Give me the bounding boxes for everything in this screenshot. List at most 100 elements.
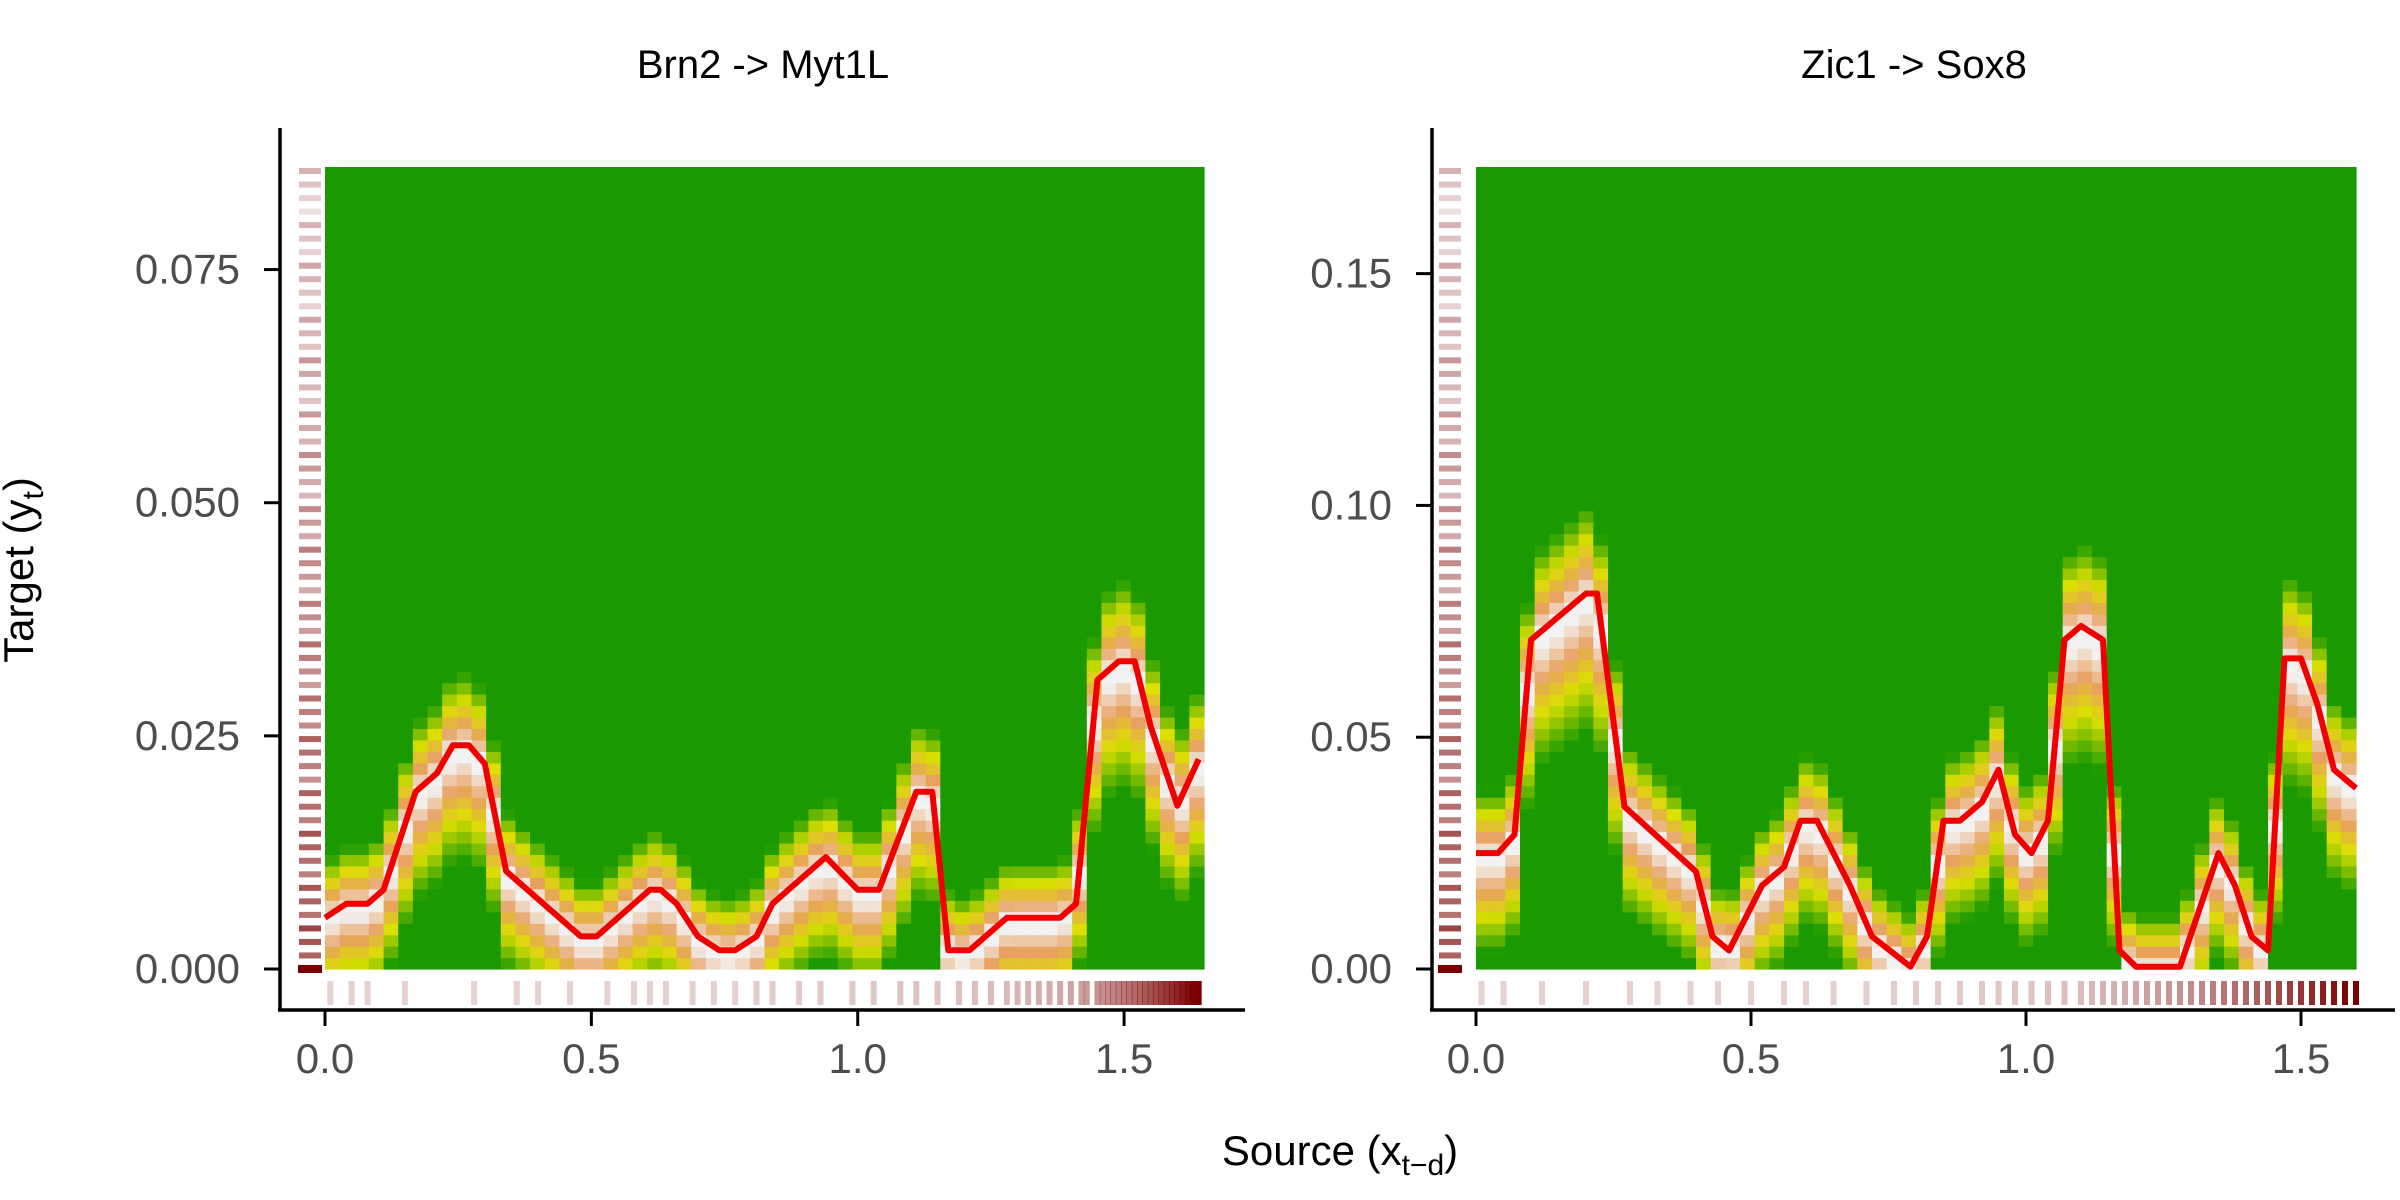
heatmap-cell [456,315,473,328]
heatmap-cell [661,842,678,856]
heatmap-cell [676,281,692,294]
heatmap-cell [1520,831,1536,844]
heatmap-cell [1490,923,1506,936]
heatmap-cell [647,189,663,202]
heatmap-cell [793,533,810,546]
heatmap-cell [808,522,824,535]
heatmap-cell [925,201,941,214]
heatmap-cell [837,739,853,752]
heatmap-cell [720,499,736,512]
heatmap-cell [325,258,341,271]
heatmap-cell [1549,338,1565,351]
heatmap-cell [1086,361,1103,374]
heatmap-cell [1013,396,1029,409]
heatmap-cell [852,167,868,180]
heatmap-cell [1057,189,1073,202]
heatmap-cell [354,865,370,878]
heatmap-cell [412,304,429,317]
heatmap-cell [661,350,678,363]
heatmap-cell [1042,270,1059,283]
heatmap-cell [574,224,590,237]
heatmap-cell [442,613,458,626]
heatmap-cell [881,625,897,638]
heatmap-cell [339,625,355,638]
heatmap-cell [398,464,414,477]
heatmap-cell [691,648,707,661]
heatmap-cell [1564,636,1580,649]
heatmap-cell [911,201,927,214]
x-rug-tick [1137,981,1144,1005]
heatmap-cell [427,201,443,214]
heatmap-cell [398,441,414,455]
heatmap-cell [705,178,722,191]
heatmap-cell [661,625,678,638]
heatmap-cell [749,464,766,477]
heatmap-cell [412,384,429,397]
heatmap-cell [984,453,1000,466]
heatmap-cell [427,579,443,592]
heatmap-cell [325,315,341,328]
heatmap-cell [984,419,1000,432]
heatmap-cell [383,373,399,386]
heatmap-cell [1549,212,1565,225]
heatmap-cell [1145,487,1161,500]
heatmap-cell [486,293,502,306]
heatmap-cell [969,682,985,695]
heatmap-cell [647,338,663,351]
heatmap-cell [1072,613,1088,626]
heatmap-cell [1072,464,1088,477]
heatmap-cell [779,453,795,466]
heatmap-cell [1116,568,1132,581]
heatmap-cell [940,189,956,202]
heatmap-cell [1476,636,1492,649]
heatmap-cell [544,579,560,592]
heatmap-cell [837,201,853,214]
heatmap-cell [339,430,355,443]
heatmap-cell [1145,178,1161,191]
heatmap-cell [1116,212,1132,225]
heatmap-cell [925,659,941,672]
heatmap-cell [881,739,897,752]
heatmap-cell [1564,694,1580,707]
heatmap-cell [427,476,443,489]
heatmap-cell [412,808,429,821]
heatmap-cell [1042,877,1059,890]
heatmap-cell [1057,247,1073,260]
heatmap-cell [1116,315,1132,328]
heatmap-cell [779,716,795,729]
heatmap-cell [1593,705,1609,718]
heatmap-cell [1160,201,1176,214]
heatmap-cell [1042,224,1059,237]
heatmap-cell [1013,797,1029,810]
heatmap-cell [1534,235,1550,248]
heatmap-cell [1534,464,1550,477]
heatmap-cell [1520,441,1536,455]
heatmap-cell [427,350,443,363]
heatmap-cell [764,613,780,626]
heatmap-cell [735,648,751,661]
heatmap-cell [1042,258,1059,271]
heatmap-cell [471,694,487,707]
heatmap-cell [398,373,414,386]
heatmap-cell [793,682,810,695]
heatmap-cell [544,247,560,260]
heatmap-cell [661,533,678,546]
heatmap-cell [867,247,883,260]
heatmap-cell [515,785,531,798]
heatmap-cell [1028,224,1044,237]
heatmap-cell [398,682,414,695]
heatmap-cell [1593,545,1609,558]
heatmap-cell [911,258,927,271]
heatmap-cell [486,327,502,340]
heatmap-cell [1490,247,1506,260]
heatmap-cell [1549,293,1565,306]
heatmap-cell [1174,923,1190,936]
heatmap-cell [1160,590,1176,603]
heatmap-cell [559,270,575,283]
heatmap-cell [1564,865,1580,878]
heatmap-cell [969,487,985,500]
heatmap-cell [852,957,868,970]
heatmap-cell [896,281,912,294]
heatmap-cell [530,923,546,936]
heatmap-cell [427,499,443,512]
